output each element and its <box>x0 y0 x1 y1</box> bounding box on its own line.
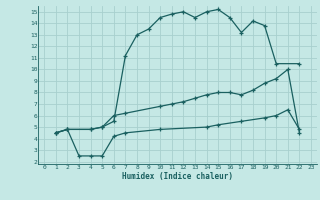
X-axis label: Humidex (Indice chaleur): Humidex (Indice chaleur) <box>122 172 233 181</box>
